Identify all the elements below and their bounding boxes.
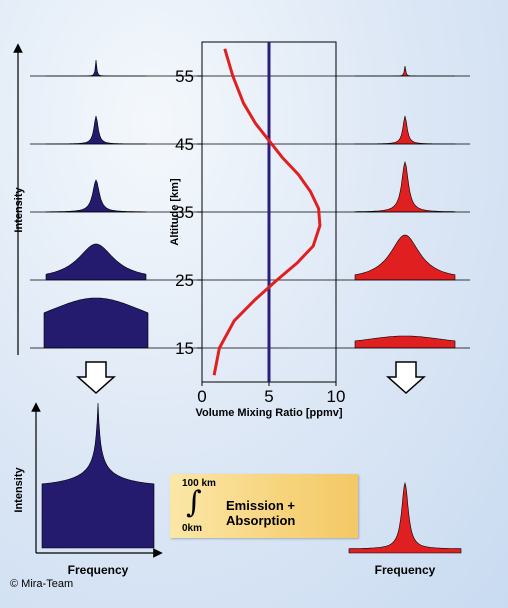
left-spectral-line bbox=[45, 179, 147, 213]
vmr-profile-line bbox=[212, 48, 322, 376]
right-spectral-line bbox=[355, 65, 455, 77]
y-tick-label: 15 bbox=[175, 339, 194, 358]
right-spectral-line bbox=[354, 335, 456, 349]
x-tick-label: 5 bbox=[264, 387, 273, 406]
y-tick-label: 25 bbox=[175, 271, 194, 290]
left-spectral-line bbox=[45, 243, 147, 281]
left-spectral-line bbox=[46, 59, 146, 77]
integral-box: 100 km ∫ 0km Emission + Absorption bbox=[170, 474, 358, 538]
left-intensity-label: Intensity bbox=[13, 187, 25, 233]
integral-text: Emission + Absorption bbox=[226, 498, 296, 528]
altitude-gridlines bbox=[30, 75, 470, 386]
left-spectral-line bbox=[43, 297, 149, 349]
left-spectral-line bbox=[45, 115, 147, 145]
integral-sign-icon: ∫ bbox=[186, 485, 202, 520]
bottom-left-intensity-label: Intensity bbox=[13, 467, 25, 513]
right-spectral-line bbox=[354, 115, 456, 145]
x-tick-labels: 0 5 10 bbox=[197, 387, 345, 406]
right-down-arrow bbox=[386, 361, 426, 395]
x-tick-label: 10 bbox=[327, 387, 346, 406]
y-tick-label: 35 bbox=[175, 203, 194, 222]
bottom-right-spectrum bbox=[348, 481, 462, 554]
y-axis-label: Altitude [km] bbox=[169, 178, 181, 246]
x-axis-label: Volume Mixing Ratio [ppmv] bbox=[195, 407, 342, 419]
y-tick-labels: 15 25 35 45 55 bbox=[175, 67, 194, 358]
bottom-left-frequency-label: Frequency bbox=[68, 563, 129, 577]
left-spectra bbox=[43, 59, 149, 349]
copyright: © Mira-Team bbox=[10, 578, 74, 590]
x-tick-label: 0 bbox=[197, 387, 206, 406]
y-tick-label: 55 bbox=[175, 67, 194, 86]
right-spectra bbox=[354, 65, 456, 349]
left-down-arrow bbox=[76, 361, 116, 395]
bottom-left-spectrum bbox=[41, 402, 155, 549]
integral-lower-limit: 0km bbox=[182, 523, 203, 534]
profile-chart: 15 25 35 45 55 0 5 10 Altitude [km] Volume Mix… bbox=[30, 41, 470, 419]
right-spectral-line bbox=[354, 234, 456, 281]
integral-upper-limit: 100 km bbox=[182, 478, 216, 489]
right-spectral-line bbox=[354, 160, 456, 213]
bottom-right-frequency-label: Frequency bbox=[375, 563, 436, 577]
y-tick-label: 45 bbox=[175, 135, 194, 154]
